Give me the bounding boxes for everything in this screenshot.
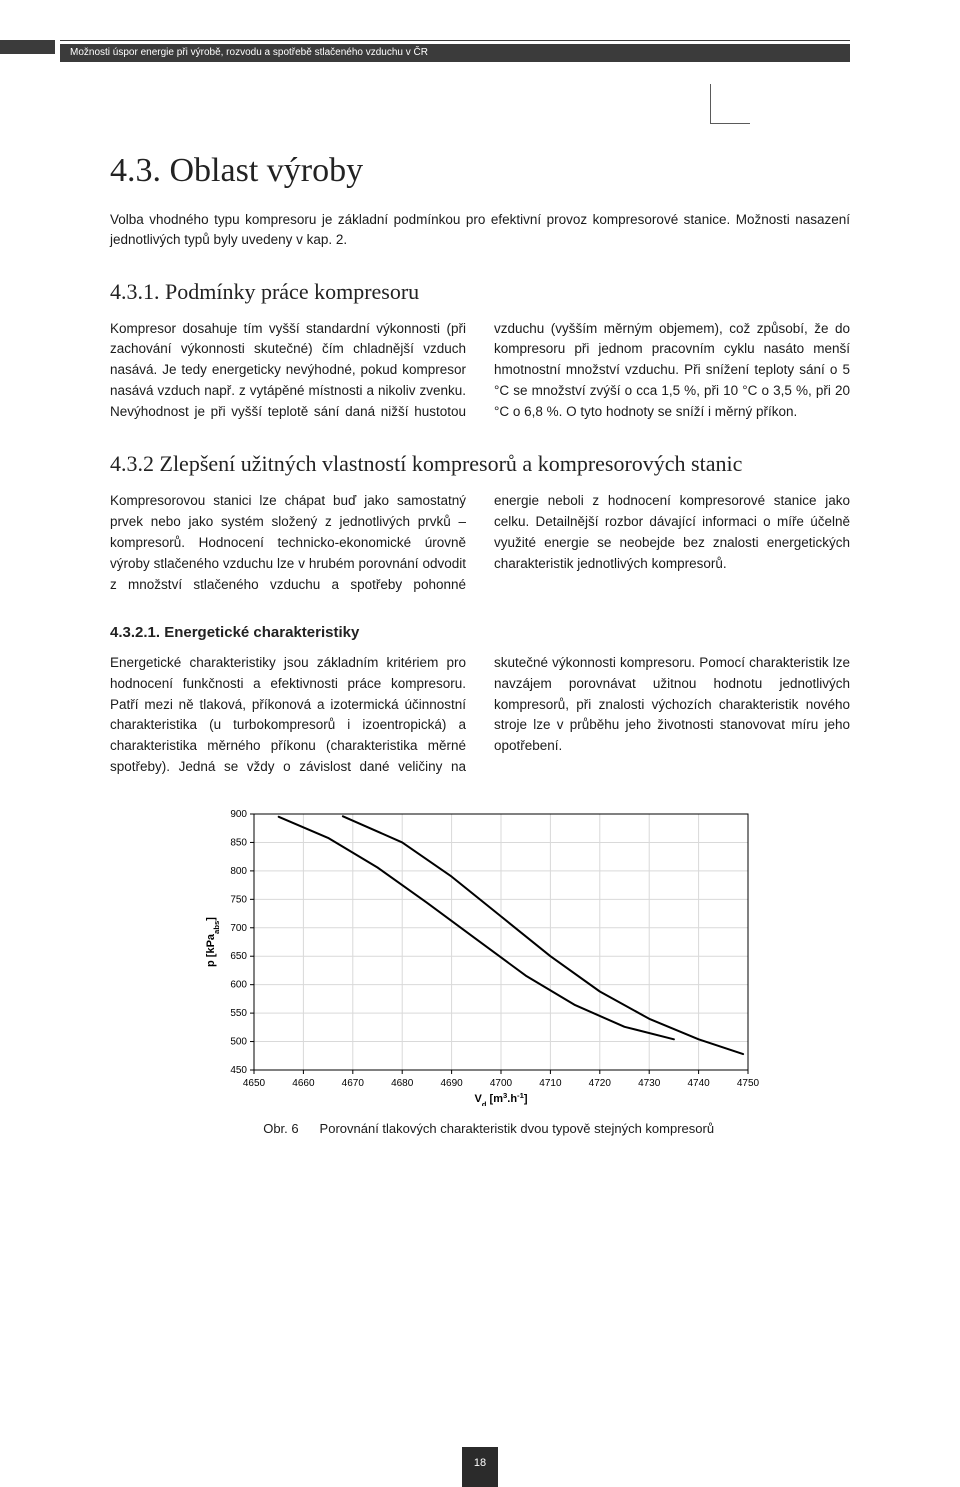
section-number: 4.3. bbox=[110, 152, 161, 189]
svg-text:450: 450 bbox=[230, 1065, 247, 1076]
header-strip-wrap: Možnosti úspor energie při výrobě, rozvo… bbox=[60, 40, 850, 62]
subsection-431-heading: 4.3.1. Podmínky práce kompresoru bbox=[110, 279, 850, 305]
chart-caption: Obr. 6 Porovnání tlakových charakteristi… bbox=[110, 1121, 850, 1136]
figure-label: Obr. 6 bbox=[246, 1121, 316, 1136]
svg-text:700: 700 bbox=[230, 923, 247, 934]
subsection-432-body: Kompresorovou stanici lze chápat buď jak… bbox=[110, 491, 850, 596]
svg-text:850: 850 bbox=[230, 838, 247, 849]
svg-text:600: 600 bbox=[230, 980, 247, 991]
chart-figure: 450 500 550 600 650 700 750 800 850 900 4650 4660 46… bbox=[110, 806, 850, 1136]
page-number: 18 bbox=[462, 1447, 498, 1487]
running-title: Možnosti úspor energie při výrobě, rozvo… bbox=[60, 44, 850, 62]
page: Možnosti úspor energie při výrobě, rozvo… bbox=[0, 0, 960, 1487]
svg-text:4730: 4730 bbox=[638, 1078, 661, 1089]
svg-text:4670: 4670 bbox=[342, 1078, 365, 1089]
corner-crop-mark bbox=[710, 84, 750, 124]
svg-text:4720: 4720 bbox=[589, 1078, 612, 1089]
svg-text:900: 900 bbox=[230, 809, 247, 820]
section-title-text: Oblast výroby bbox=[170, 152, 364, 189]
svg-text:4690: 4690 bbox=[440, 1078, 463, 1089]
svg-text:800: 800 bbox=[230, 866, 247, 877]
svg-text:500: 500 bbox=[230, 1037, 247, 1048]
svg-text:4710: 4710 bbox=[539, 1078, 562, 1089]
svg-text:750: 750 bbox=[230, 895, 247, 906]
header-ornament bbox=[0, 40, 55, 54]
section-title: 4.3. Oblast výroby bbox=[110, 152, 850, 190]
subsection-4321-body: Energetické charakteristiky jsou základn… bbox=[110, 653, 850, 779]
svg-text:4750: 4750 bbox=[737, 1078, 760, 1089]
figure-caption-text: Porovnání tlakových charakteristik dvou … bbox=[320, 1121, 715, 1136]
svg-text:4740: 4740 bbox=[687, 1078, 710, 1089]
svg-text:550: 550 bbox=[230, 1008, 247, 1019]
subsection-432-heading: 4.3.2 Zlepšení užitných vlastností kompr… bbox=[110, 451, 850, 477]
subsection-4321-heading: 4.3.2.1. Energetické charakteristiky bbox=[110, 624, 850, 641]
svg-text:4700: 4700 bbox=[490, 1078, 513, 1089]
pressure-chart: 450 500 550 600 650 700 750 800 850 900 4650 4660 46… bbox=[200, 806, 760, 1106]
subsection-431-body: Kompresor dosahuje tím vyšší standardní … bbox=[110, 319, 850, 424]
svg-text:4650: 4650 bbox=[243, 1078, 266, 1089]
running-header: Možnosti úspor energie při výrobě, rozvo… bbox=[110, 40, 850, 62]
section-intro: Volba vhodného typu kompresoru je základ… bbox=[110, 210, 850, 251]
svg-text:650: 650 bbox=[230, 951, 247, 962]
svg-text:4660: 4660 bbox=[292, 1078, 315, 1089]
svg-text:4680: 4680 bbox=[391, 1078, 414, 1089]
